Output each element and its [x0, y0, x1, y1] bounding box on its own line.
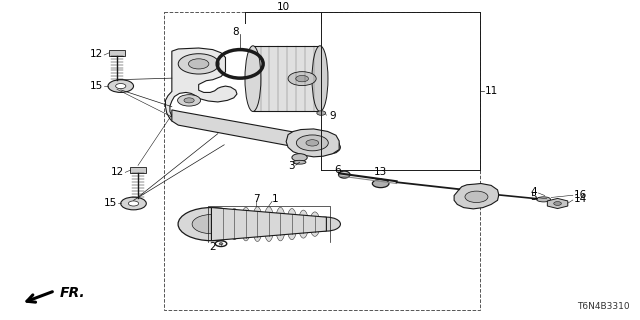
- Ellipse shape: [218, 210, 228, 238]
- Ellipse shape: [287, 209, 297, 240]
- Text: 2: 2: [209, 242, 216, 252]
- Text: 16: 16: [574, 190, 588, 200]
- Circle shape: [312, 140, 340, 154]
- Circle shape: [188, 59, 209, 69]
- Circle shape: [292, 154, 307, 161]
- Text: 12: 12: [111, 167, 124, 177]
- Circle shape: [108, 80, 134, 92]
- Ellipse shape: [293, 160, 306, 164]
- Text: 4: 4: [531, 188, 537, 197]
- Ellipse shape: [245, 46, 261, 111]
- Text: 6: 6: [334, 164, 340, 174]
- Circle shape: [296, 76, 308, 82]
- Circle shape: [192, 214, 231, 234]
- Circle shape: [296, 135, 328, 151]
- Text: 14: 14: [574, 194, 588, 204]
- Bar: [253, 46, 320, 111]
- Polygon shape: [547, 198, 568, 209]
- Bar: [164, 12, 479, 310]
- Text: 10: 10: [276, 2, 290, 12]
- Text: 12: 12: [90, 49, 103, 59]
- Ellipse shape: [536, 197, 550, 202]
- Circle shape: [129, 201, 139, 206]
- Text: 8: 8: [232, 27, 239, 37]
- Text: 9: 9: [330, 111, 336, 121]
- Ellipse shape: [312, 46, 328, 111]
- Polygon shape: [454, 183, 499, 209]
- Bar: [109, 50, 125, 56]
- Text: 7: 7: [253, 195, 259, 204]
- Circle shape: [184, 98, 194, 103]
- Text: 15: 15: [90, 81, 103, 91]
- Ellipse shape: [310, 212, 320, 236]
- Polygon shape: [166, 48, 237, 121]
- Text: FR.: FR.: [60, 286, 85, 300]
- Polygon shape: [286, 129, 339, 157]
- Ellipse shape: [229, 209, 239, 240]
- Circle shape: [312, 217, 340, 231]
- Text: 11: 11: [484, 86, 498, 96]
- Circle shape: [177, 95, 200, 106]
- Ellipse shape: [275, 207, 285, 241]
- Circle shape: [215, 241, 227, 246]
- Ellipse shape: [241, 207, 251, 241]
- Ellipse shape: [298, 210, 308, 238]
- Ellipse shape: [206, 212, 216, 236]
- Circle shape: [306, 140, 319, 146]
- Circle shape: [317, 111, 326, 115]
- Ellipse shape: [264, 207, 274, 242]
- Circle shape: [178, 208, 245, 241]
- Text: 5: 5: [531, 192, 537, 202]
- Text: 3: 3: [288, 161, 294, 172]
- Ellipse shape: [252, 207, 262, 242]
- Ellipse shape: [339, 171, 350, 178]
- Bar: [131, 167, 146, 173]
- Circle shape: [219, 243, 223, 244]
- Text: T6N4B3310: T6N4B3310: [577, 302, 630, 311]
- Circle shape: [178, 54, 219, 74]
- Text: 1: 1: [272, 195, 279, 204]
- Circle shape: [288, 72, 316, 86]
- Circle shape: [121, 197, 147, 210]
- Text: 15: 15: [104, 198, 117, 209]
- Circle shape: [372, 180, 389, 188]
- Circle shape: [465, 191, 488, 203]
- Circle shape: [116, 84, 126, 89]
- Polygon shape: [172, 110, 339, 153]
- Circle shape: [554, 202, 561, 205]
- Polygon shape: [211, 208, 326, 241]
- Text: 13: 13: [374, 167, 387, 178]
